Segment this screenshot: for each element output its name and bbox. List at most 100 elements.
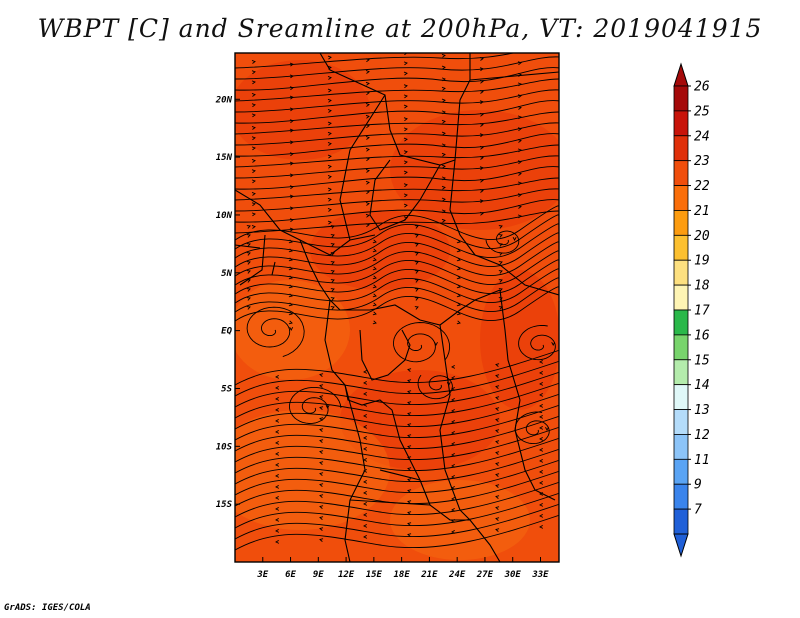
streamline-arrow bbox=[403, 183, 408, 188]
streamline bbox=[235, 232, 559, 268]
streamline-arrow bbox=[517, 214, 522, 219]
streamline-arrow bbox=[479, 112, 484, 117]
colorbar-label: 22 bbox=[694, 179, 710, 194]
streamline-arrow bbox=[403, 137, 408, 142]
streamline-arrow bbox=[330, 252, 335, 256]
streamline-arrow bbox=[275, 440, 280, 445]
streamline-arrow bbox=[479, 156, 484, 160]
streamline-arrow bbox=[407, 412, 412, 416]
streamline-arrow bbox=[407, 533, 412, 537]
y-tick-label: 15N bbox=[216, 153, 233, 163]
streamline-arrow bbox=[407, 401, 412, 405]
streamline-arrow bbox=[403, 94, 408, 99]
streamline-arrow bbox=[407, 522, 412, 526]
x-tick-label: 9E bbox=[313, 570, 324, 580]
streamline bbox=[235, 155, 559, 179]
country-border bbox=[239, 234, 266, 286]
streamline bbox=[235, 349, 559, 386]
streamline-arrow bbox=[275, 418, 280, 423]
colorbar-segment bbox=[673, 359, 689, 386]
streamline-arrow bbox=[403, 84, 408, 89]
streamline-arrow bbox=[327, 109, 332, 113]
streamline-arrow bbox=[289, 185, 294, 190]
streamline-arrow bbox=[441, 164, 446, 169]
streamline bbox=[235, 89, 559, 113]
streamline bbox=[235, 470, 559, 507]
streamline-arrow bbox=[479, 90, 484, 94]
streamline-arrow bbox=[441, 98, 446, 103]
streamline-arrow bbox=[365, 114, 370, 119]
country-border bbox=[449, 159, 559, 296]
colorbar-label: 21 bbox=[694, 204, 710, 219]
streamline-arrow bbox=[495, 495, 500, 499]
streamline-arrow bbox=[545, 426, 549, 431]
streamline bbox=[235, 259, 559, 295]
streamline-arrow bbox=[441, 119, 446, 124]
streamline bbox=[235, 223, 559, 259]
streamline-arrow bbox=[539, 370, 544, 375]
streamline-arrow bbox=[372, 320, 377, 325]
x-tick-label: 33E bbox=[531, 570, 549, 580]
streamline-arrow bbox=[539, 513, 544, 518]
streamline-arrow bbox=[414, 261, 419, 265]
streamline-arrow bbox=[365, 91, 370, 96]
streamline-arrow bbox=[403, 150, 408, 155]
streamline-arrow bbox=[495, 374, 500, 378]
streamline-arrow bbox=[441, 185, 446, 190]
streamline-arrow bbox=[539, 381, 544, 386]
streamline-arrow bbox=[441, 110, 446, 115]
streamline-arrow bbox=[363, 501, 368, 506]
colorbar-segment bbox=[673, 409, 689, 435]
streamline-arrow bbox=[327, 142, 332, 146]
shade-patch bbox=[480, 270, 559, 410]
streamline bbox=[246, 306, 305, 358]
streamline-arrow bbox=[363, 523, 368, 528]
streamline-arrow bbox=[251, 136, 256, 141]
streamline-arrow bbox=[251, 159, 256, 163]
streamline-arrow bbox=[289, 74, 294, 79]
streamline-arrow bbox=[289, 227, 294, 232]
streamline-arrow bbox=[275, 451, 280, 456]
streamline-arrow bbox=[319, 494, 324, 498]
streamline-arrow bbox=[517, 193, 522, 198]
streamline bbox=[235, 426, 559, 463]
streamline-arrow bbox=[479, 199, 484, 204]
streamline-arrow bbox=[539, 458, 544, 463]
streamline-arrow bbox=[289, 107, 294, 112]
streamline-arrow bbox=[403, 104, 408, 109]
streamline-arrow bbox=[319, 516, 324, 520]
streamline-arrow bbox=[479, 100, 484, 105]
streamline bbox=[235, 56, 559, 80]
country-border bbox=[439, 324, 471, 521]
streamline-arrow bbox=[539, 436, 544, 441]
country-border bbox=[349, 499, 470, 521]
streamline-arrow bbox=[441, 209, 446, 214]
streamline-arrow bbox=[407, 434, 412, 438]
streamline-arrow bbox=[517, 127, 522, 132]
streamline-arrow bbox=[479, 189, 484, 193]
streamline-arrow bbox=[325, 404, 330, 409]
streamline-arrow bbox=[479, 178, 484, 183]
streamline-arrow bbox=[327, 88, 332, 93]
streamline-arrow bbox=[365, 169, 370, 173]
country-border bbox=[469, 519, 501, 562]
y-tick-label: 5S bbox=[221, 384, 232, 394]
streamline-arrow bbox=[363, 424, 368, 429]
streamline bbox=[235, 268, 559, 304]
streamline-arrow bbox=[275, 506, 280, 511]
streamline bbox=[235, 277, 559, 313]
colorbar-label: 14 bbox=[694, 378, 710, 393]
streamline-arrow bbox=[365, 157, 370, 162]
colorbar: 26 25 24 23 22 21 20 19 18 17 16 15 14 13 12 11 9 7 bbox=[673, 62, 710, 558]
streamline-arrow bbox=[327, 98, 332, 103]
streamline-arrow bbox=[251, 179, 256, 184]
shade-patch bbox=[235, 60, 370, 160]
streamline-arrow bbox=[365, 136, 370, 140]
streamline-arrow bbox=[246, 270, 251, 274]
streamline-arrow bbox=[330, 270, 335, 274]
streamline-arrow bbox=[330, 297, 335, 301]
streamline-arrow bbox=[495, 429, 500, 433]
x-tick-label: 24E bbox=[448, 570, 466, 580]
country-border bbox=[499, 289, 556, 501]
streamline-arrow bbox=[363, 457, 368, 462]
